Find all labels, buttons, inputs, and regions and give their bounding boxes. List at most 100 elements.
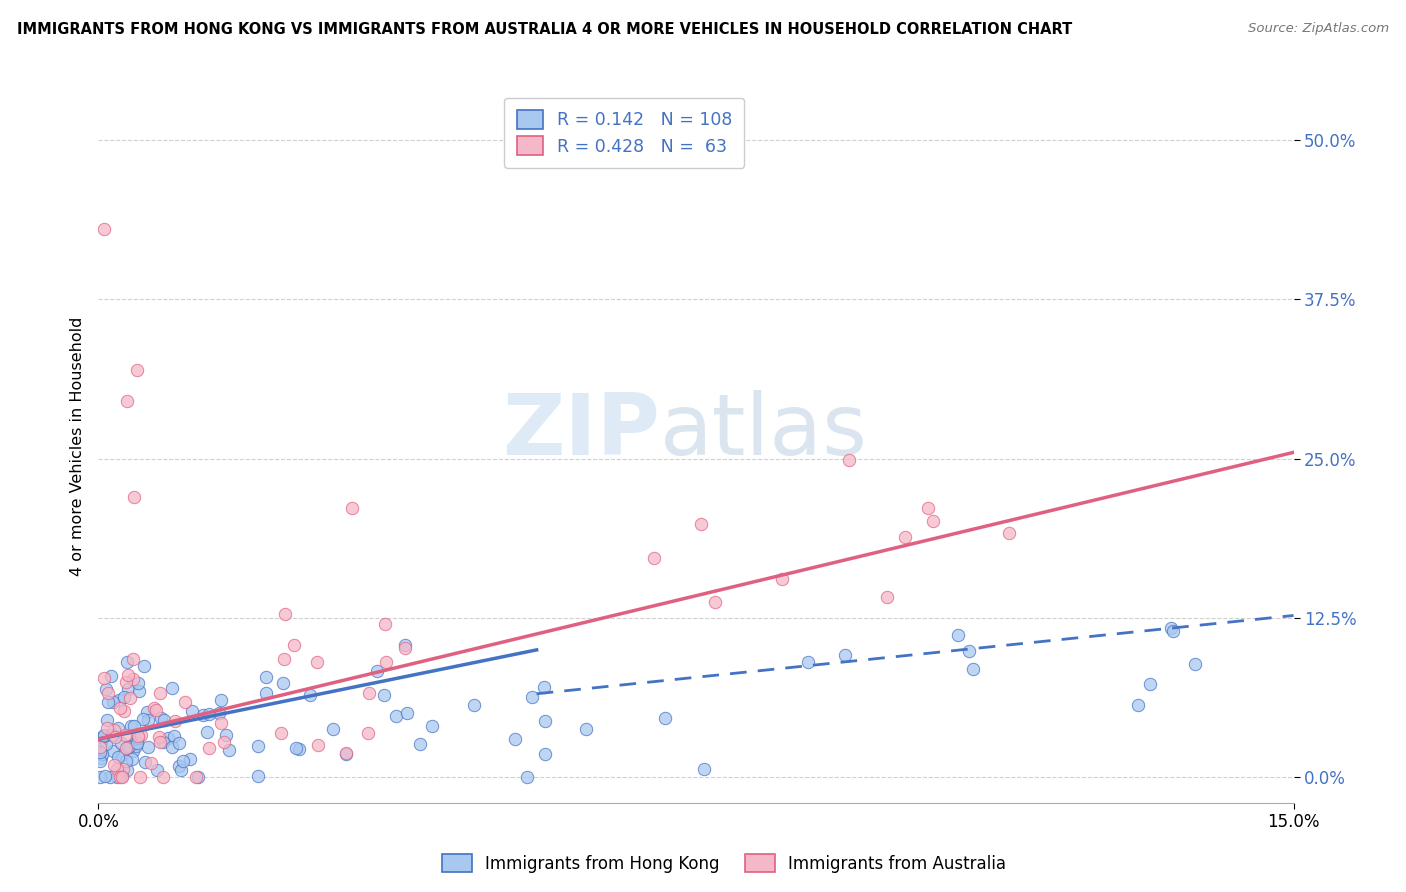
Point — [112, 690, 135, 704]
Point — [520, 690, 543, 704]
Point — [148, 730, 170, 744]
Point — [96, 713, 118, 727]
Point — [94, 769, 117, 783]
Text: IMMIGRANTS FROM HONG KONG VS IMMIGRANTS FROM AUSTRALIA 4 OR MORE VEHICLES IN HOU: IMMIGRANTS FROM HONG KONG VS IMMIGRANTS … — [17, 22, 1073, 37]
Point — [122, 652, 145, 666]
Point — [298, 688, 321, 702]
Point — [997, 526, 1019, 541]
Point — [283, 639, 305, 653]
Point — [1126, 698, 1149, 713]
Point — [107, 722, 129, 736]
Point — [100, 669, 122, 683]
Point — [90, 735, 112, 749]
Point — [115, 764, 138, 778]
Point — [335, 746, 357, 760]
Point — [97, 694, 120, 708]
Point — [534, 747, 557, 761]
Point — [117, 655, 139, 669]
Point — [101, 695, 124, 709]
Point — [153, 713, 176, 727]
Point — [284, 741, 307, 756]
Point — [247, 769, 270, 783]
Point — [195, 725, 218, 739]
Point — [1161, 624, 1184, 639]
Point — [136, 713, 159, 727]
Point — [876, 590, 898, 604]
Point — [96, 721, 118, 735]
Point — [157, 731, 180, 745]
Point — [127, 362, 149, 376]
Point — [893, 530, 915, 544]
Point — [91, 731, 114, 745]
Point — [172, 755, 194, 769]
Point — [120, 719, 142, 733]
Point — [533, 714, 555, 728]
Point — [1184, 657, 1206, 672]
Point — [322, 722, 344, 736]
Point — [273, 652, 295, 666]
Point — [127, 729, 149, 743]
Point — [197, 740, 219, 755]
Point — [420, 719, 443, 733]
Point — [105, 770, 128, 784]
Point — [834, 648, 856, 662]
Point — [167, 736, 190, 750]
Point — [125, 739, 148, 753]
Point — [125, 735, 148, 749]
Point — [163, 730, 186, 744]
Point — [89, 755, 111, 769]
Point — [307, 739, 329, 753]
Point — [167, 759, 190, 773]
Point — [121, 752, 143, 766]
Point — [503, 731, 526, 746]
Point — [703, 595, 725, 609]
Point — [125, 736, 148, 750]
Point — [132, 659, 155, 673]
Point — [152, 735, 174, 749]
Point — [273, 676, 295, 690]
Point — [134, 756, 156, 770]
Point — [1139, 677, 1161, 691]
Point — [181, 705, 204, 719]
Point — [957, 644, 980, 658]
Point — [146, 763, 169, 777]
Point — [112, 762, 135, 776]
Point — [112, 704, 135, 718]
Point — [307, 655, 329, 669]
Text: atlas: atlas — [661, 390, 868, 474]
Point — [101, 728, 124, 742]
Point — [357, 726, 380, 740]
Point — [104, 731, 127, 745]
Point — [198, 706, 221, 721]
Point — [89, 745, 111, 759]
Point — [89, 740, 111, 755]
Point — [463, 698, 485, 713]
Point — [94, 682, 117, 697]
Point — [917, 500, 939, 515]
Point — [136, 740, 159, 755]
Legend: Immigrants from Hong Kong, Immigrants from Australia: Immigrants from Hong Kong, Immigrants fr… — [436, 847, 1012, 880]
Point — [103, 723, 125, 737]
Point — [218, 743, 240, 757]
Point — [359, 686, 381, 700]
Point — [93, 222, 115, 236]
Point — [160, 739, 183, 754]
Point — [575, 723, 598, 737]
Point — [254, 686, 277, 700]
Point — [385, 709, 408, 723]
Point — [110, 736, 132, 750]
Point — [110, 770, 132, 784]
Point — [108, 693, 131, 707]
Point — [115, 740, 138, 755]
Point — [654, 711, 676, 725]
Point — [93, 671, 115, 685]
Point — [122, 718, 145, 732]
Point — [693, 762, 716, 776]
Point — [97, 686, 120, 700]
Point — [152, 770, 174, 784]
Point — [533, 681, 555, 695]
Point — [94, 738, 117, 752]
Point — [274, 607, 297, 621]
Text: Source: ZipAtlas.com: Source: ZipAtlas.com — [1249, 22, 1389, 36]
Point — [145, 703, 167, 717]
